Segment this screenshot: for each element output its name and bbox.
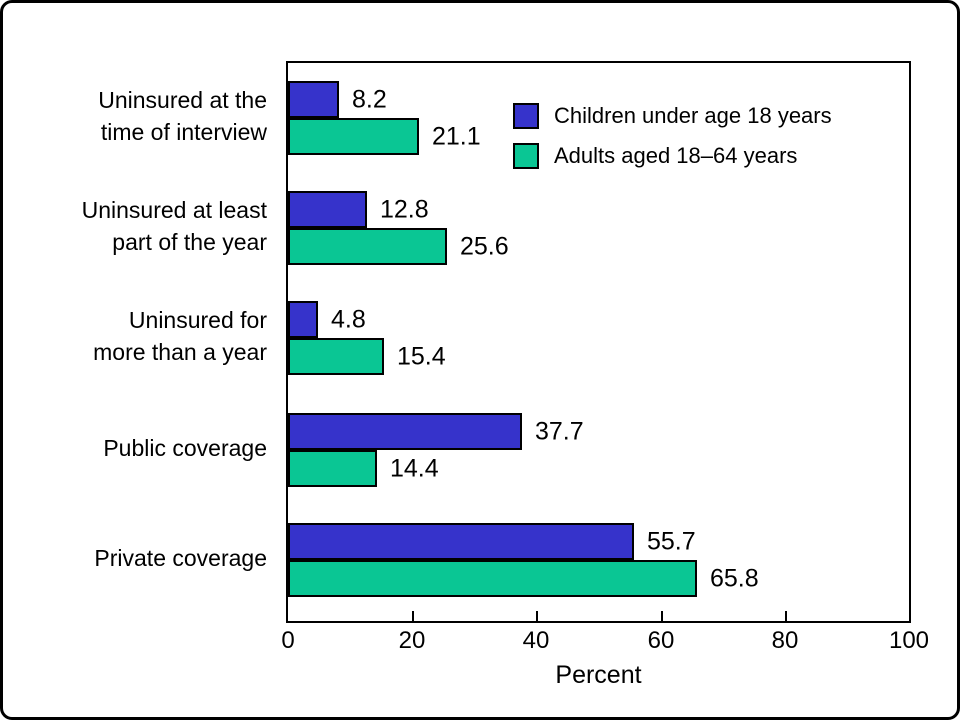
category-label-line: part of the year xyxy=(112,229,267,255)
bar-children xyxy=(288,81,339,118)
legend-label: Adults aged 18–64 years xyxy=(554,143,798,168)
category-label-line: Uninsured at least xyxy=(81,197,267,223)
bar-value-label: 65.8 xyxy=(710,564,759,592)
category-label-line: Private coverage xyxy=(94,545,267,571)
x-axis-tick-label: 40 xyxy=(522,627,550,654)
bar-value-label: 12.8 xyxy=(380,195,429,223)
bar-adults xyxy=(288,228,447,265)
bar-children xyxy=(288,413,522,450)
legend-swatch xyxy=(513,143,539,169)
bar-adults xyxy=(288,338,384,375)
legend: Children under age 18 years Adults aged 1… xyxy=(513,102,832,182)
category-label-line: Public coverage xyxy=(103,435,267,461)
bar-children xyxy=(288,191,367,228)
plot-area: 8.2 21.1 12.8 25.6 4.8 15.4 37.7 14.4 55.7 65.8 xyxy=(286,61,911,623)
x-axis-tick xyxy=(661,611,663,621)
bar-adults xyxy=(288,118,419,155)
x-axis-tick xyxy=(536,611,538,621)
bar-value-label: 14.4 xyxy=(390,454,439,482)
legend-swatch xyxy=(513,103,539,129)
x-axis-tick-label: 0 xyxy=(281,627,295,654)
category-label: Private coverage xyxy=(12,542,267,574)
bar-children xyxy=(288,523,634,560)
bar-adults xyxy=(288,450,377,487)
category-label-line: more than a year xyxy=(93,339,267,365)
bar-value-label: 4.8 xyxy=(331,305,366,333)
bar-value-label: 55.7 xyxy=(647,527,696,555)
category-label: Uninsured at the time of interview xyxy=(12,84,267,148)
legend-item: Children under age 18 years xyxy=(513,102,832,130)
category-label-line: Uninsured at the xyxy=(98,87,267,113)
legend-item: Adults aged 18–64 years xyxy=(513,142,832,170)
bar-children xyxy=(288,301,318,338)
x-axis-tick xyxy=(785,611,787,621)
x-axis-tick xyxy=(412,611,414,621)
x-axis-label: Percent xyxy=(555,661,642,689)
legend-label: Children under age 18 years xyxy=(554,103,832,128)
x-axis-tick-label: 80 xyxy=(771,627,799,654)
bar-value-label: 25.6 xyxy=(460,232,509,260)
bar-value-label: 15.4 xyxy=(397,342,446,370)
bar-value-label: 37.7 xyxy=(535,417,584,445)
bar-adults xyxy=(288,560,697,597)
category-label: Public coverage xyxy=(12,432,267,464)
category-label-line: time of interview xyxy=(100,119,267,145)
category-label: Uninsured for more than a year xyxy=(12,304,267,368)
category-label-line: Uninsured for xyxy=(128,307,267,333)
x-axis-tick-label: 20 xyxy=(398,627,426,654)
category-label: Uninsured at least part of the year xyxy=(12,194,267,258)
bar-value-label: 21.1 xyxy=(432,122,481,150)
x-axis-tick-label: 100 xyxy=(888,627,930,654)
x-axis-tick-label: 60 xyxy=(647,627,675,654)
bar-value-label: 8.2 xyxy=(352,85,387,113)
